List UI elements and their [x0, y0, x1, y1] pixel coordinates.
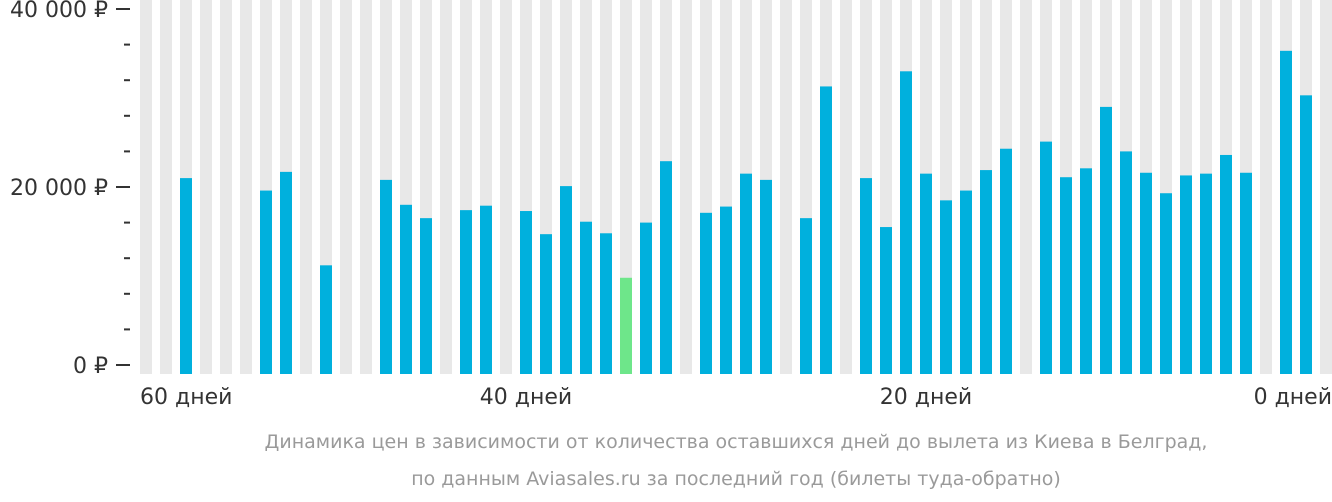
y-major-tick — [116, 364, 130, 366]
bar-background — [440, 0, 452, 374]
bar-background — [240, 0, 252, 374]
bar — [1300, 95, 1312, 374]
bar — [1080, 168, 1092, 374]
bar — [1200, 173, 1212, 374]
bar — [560, 186, 572, 374]
bar — [940, 200, 952, 374]
bar — [1040, 141, 1052, 374]
bar-background — [140, 0, 152, 374]
bar — [960, 190, 972, 374]
bar — [320, 265, 332, 374]
bar-background — [220, 0, 232, 374]
bar — [420, 218, 432, 374]
y-tick-label: 40 000 ₽ — [10, 0, 108, 23]
bar — [1180, 175, 1192, 374]
y-major-tick — [116, 8, 130, 10]
bar-background — [780, 0, 792, 374]
bar — [1240, 172, 1252, 374]
bar — [280, 171, 292, 374]
chart-caption-line-2: по данным Aviasales.ru за последний год … — [411, 468, 1061, 490]
bar — [920, 173, 932, 374]
bar-background — [680, 0, 692, 374]
x-tick-label: 0 дней — [1254, 385, 1332, 410]
bar-background — [1260, 0, 1272, 374]
y-minor-tick — [124, 257, 130, 260]
bar — [1100, 106, 1112, 375]
y-minor-tick — [124, 79, 130, 82]
bar — [1140, 172, 1152, 374]
bar — [1220, 154, 1232, 374]
y-minor-tick — [124, 292, 130, 295]
bar-background — [1320, 0, 1332, 374]
x-tick-label: 20 дней — [880, 385, 972, 410]
bar-background — [1020, 0, 1032, 374]
bar — [1160, 193, 1172, 374]
bar — [540, 234, 552, 374]
x-tick-label: 60 дней — [140, 385, 232, 410]
bar-cheapest — [620, 277, 632, 374]
bar — [520, 211, 532, 374]
bar — [700, 212, 712, 374]
bar — [880, 227, 892, 374]
x-tick-label: 40 дней — [480, 385, 572, 410]
bar-background — [160, 0, 172, 374]
bar-background — [200, 0, 212, 374]
bar-background — [360, 0, 372, 374]
bar — [480, 205, 492, 374]
bar-background — [340, 0, 352, 374]
bar-background — [300, 0, 312, 374]
price-by-days-chart: 0 ₽ 20 000 ₽ 40 000 ₽ 60 дней 40 дней 20 дней… — [10, 0, 1332, 410]
y-major-tick — [116, 186, 130, 188]
y-tick-label: 0 ₽ — [73, 354, 108, 379]
bar — [760, 179, 772, 374]
bar — [740, 173, 752, 374]
bar — [180, 178, 192, 374]
bar-background — [840, 0, 852, 374]
bar-background — [500, 0, 512, 374]
bar — [1120, 151, 1132, 374]
bar — [1000, 148, 1012, 374]
bar — [580, 221, 592, 374]
bar — [640, 222, 652, 374]
bar — [900, 71, 912, 375]
y-tick-label: 20 000 ₽ — [10, 176, 108, 201]
y-minor-tick — [124, 328, 130, 331]
bar — [820, 86, 832, 375]
bar — [1060, 177, 1072, 374]
y-minor-tick — [124, 150, 130, 153]
y-minor-tick — [124, 114, 130, 117]
chart-caption-line-1: Динамика цен в зависимости от количества… — [264, 431, 1208, 453]
bar — [460, 210, 472, 374]
bar — [720, 206, 732, 374]
bar — [860, 178, 872, 374]
bar — [260, 190, 272, 374]
y-minor-tick — [124, 43, 130, 46]
bar — [660, 161, 672, 374]
bar — [600, 233, 612, 374]
y-minor-tick — [124, 221, 130, 224]
bar — [980, 170, 992, 374]
bar — [800, 218, 812, 374]
bar — [1280, 50, 1292, 374]
bar — [380, 179, 392, 374]
bar — [400, 204, 412, 374]
